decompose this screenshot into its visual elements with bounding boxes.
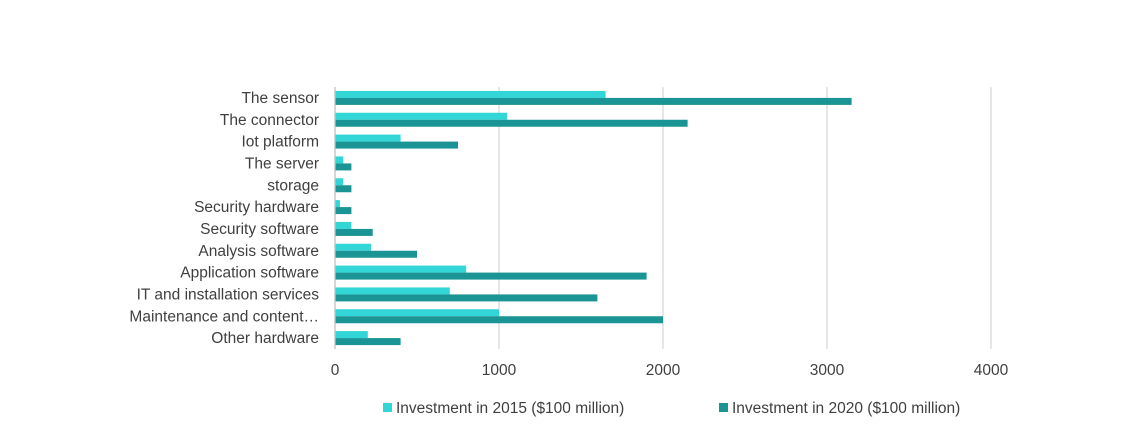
bar-2015-10: [335, 309, 499, 317]
bar-2020-6: [335, 228, 373, 236]
bar-2015-1: [335, 112, 508, 120]
category-label: Security software: [200, 221, 319, 238]
x-tick-label: 1000: [482, 362, 517, 379]
bar-2020-3: [335, 163, 352, 171]
legend-swatch-1: [383, 403, 392, 412]
x-tick-label: 0: [331, 362, 340, 379]
category-label: The connector: [220, 112, 319, 129]
bar-2015-6: [335, 221, 352, 229]
bar-2020-10: [335, 316, 663, 324]
category-label: Iot platform: [241, 134, 319, 151]
gridlines: [498, 87, 992, 349]
category-labels: The sensor The connector Iot platform The s…: [129, 90, 319, 347]
category-label: The server: [245, 155, 319, 172]
bar-2020-5: [335, 207, 352, 215]
bar-2020-9: [335, 294, 598, 302]
bar-2015-2: [335, 134, 401, 142]
x-tick-label: 3000: [810, 362, 845, 379]
legend: Investment in 2015 ($100 million) Investm…: [383, 400, 960, 417]
bar-2020-4: [335, 185, 352, 193]
category-label: storage: [267, 177, 319, 194]
bar-2015-9: [335, 287, 450, 295]
category-label: Maintenance and content…: [129, 308, 319, 325]
category-label: IT and installation services: [137, 286, 320, 303]
category-label: Application software: [180, 265, 319, 282]
x-tick-labels: 0 1000 2000 3000 4000: [331, 362, 1009, 379]
bar-2020-11: [335, 338, 401, 346]
bar-2020-8: [335, 272, 647, 280]
bar-2015-4: [335, 178, 344, 186]
bar-2015-7: [335, 243, 372, 251]
category-label: Analysis software: [198, 243, 319, 260]
bar-2020-1: [335, 119, 688, 127]
category-label: Security hardware: [194, 199, 319, 216]
bar-2020-7: [335, 250, 417, 258]
bar-2015-5: [335, 200, 340, 208]
bar-2020-2: [335, 141, 458, 149]
legend-label-1: Investment in 2015 ($100 million): [396, 400, 624, 417]
bar-2020-0: [335, 97, 852, 105]
x-tick-label: 4000: [974, 362, 1009, 379]
bar-2015-11: [335, 331, 368, 339]
bar-2015-3: [335, 156, 344, 164]
legend-label-2: Investment in 2020 ($100 million): [732, 400, 960, 417]
legend-swatch-2: [719, 403, 728, 412]
category-label: The sensor: [241, 90, 319, 107]
category-label: Other hardware: [211, 330, 319, 347]
bars: [335, 90, 852, 346]
x-tick-label: 2000: [646, 362, 681, 379]
bar-2015-8: [335, 265, 467, 273]
bar-2015-0: [335, 90, 606, 98]
